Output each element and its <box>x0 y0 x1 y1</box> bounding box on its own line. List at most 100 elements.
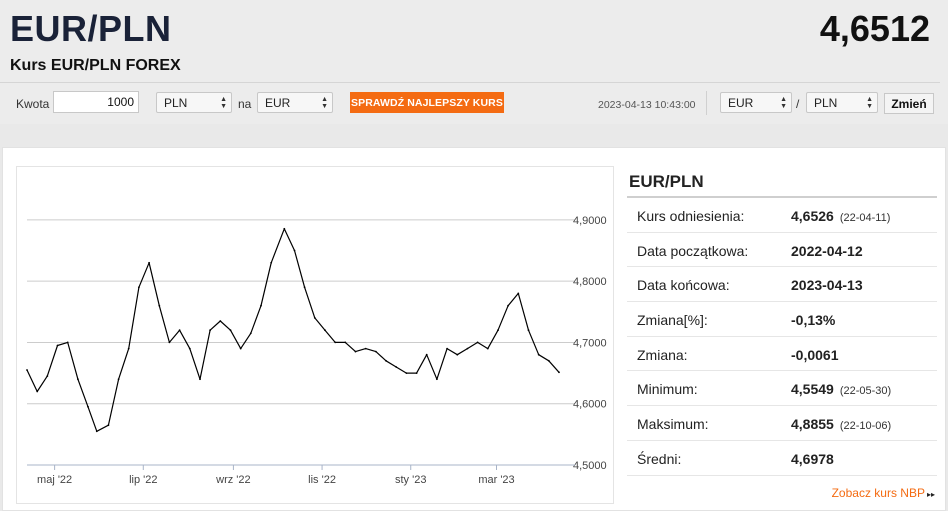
x-tick-label: sty '23 <box>395 474 426 486</box>
data-point <box>36 390 39 393</box>
select-arrows-icon: ▲ ▼ <box>780 96 787 110</box>
rate-chart: 4,9000 4,8000 4,7000 4,6000 4,5000 maj '22 lip… <box>26 215 607 486</box>
stats-title: EUR/PLN <box>627 166 937 198</box>
data-point <box>117 378 120 381</box>
data-point <box>77 378 79 381</box>
data-point <box>527 329 530 332</box>
stat-value: 4,6526 (22-04-11) <box>791 208 890 224</box>
x-tick-label: wrz '22 <box>215 474 251 486</box>
best-rate-button[interactable]: SPRAWDŹ NAJLEPSZY KURS <box>350 92 504 113</box>
y-tick-label: 4,6000 <box>573 399 607 411</box>
stat-value-text: 4,8855 <box>791 416 834 433</box>
x-tick-label: lip '22 <box>129 474 157 486</box>
data-point <box>375 350 377 353</box>
stat-row: Średni: 4,6978 <box>627 441 937 476</box>
stat-value-text: -0,13% <box>791 312 836 329</box>
from-currency-value: PLN <box>164 96 188 110</box>
data-point <box>229 329 232 332</box>
data-point <box>127 347 130 350</box>
data-point <box>239 347 242 350</box>
data-point <box>446 347 448 350</box>
from-currency-select[interactable]: PLN ▲ ▼ <box>156 92 232 113</box>
data-point <box>283 227 286 230</box>
data-point <box>354 350 357 353</box>
data-point <box>517 292 520 295</box>
stat-value: -0,13% <box>791 312 835 328</box>
x-tick-label: lis '22 <box>308 474 336 486</box>
page-title: EUR/PLN <box>10 8 172 49</box>
data-point <box>425 353 428 356</box>
stat-row: Zmiana: -0,0061 <box>627 337 937 372</box>
data-point <box>148 261 151 264</box>
stat-row: Minimum: 4,5549 (22-05-30) <box>627 371 937 407</box>
data-point <box>188 347 191 350</box>
select-arrows-icon: ▲ ▼ <box>866 96 873 110</box>
to-currency-select[interactable]: EUR ▲ ▼ <box>257 92 333 113</box>
data-point <box>507 304 509 307</box>
data-point <box>107 424 110 427</box>
stat-row: Data początkowa: 2022-04-12 <box>627 233 937 268</box>
stat-value-text: 4,6526 <box>791 208 834 224</box>
stat-row: Kurs odniesienia: 4,6526 (22-04-11) <box>627 198 937 233</box>
data-point <box>486 347 489 350</box>
data-point <box>303 286 306 289</box>
data-point <box>270 261 273 264</box>
data-point <box>334 341 337 344</box>
select-arrows-icon: ▲ ▼ <box>321 96 328 110</box>
divider <box>0 82 940 83</box>
data-point <box>436 378 438 381</box>
data-point <box>199 378 201 381</box>
amount-label: Kwota <box>16 97 50 111</box>
data-point <box>219 320 222 322</box>
y-tick-label: 4,5000 <box>573 460 607 472</box>
data-point <box>46 375 49 377</box>
double-arrow-icon: ▸▸ <box>926 490 935 499</box>
stat-row: Maksimum: 4,8855 (22-10-06) <box>627 406 937 441</box>
stat-value-text: -0,0061 <box>791 346 839 363</box>
pair-separator: / <box>796 97 800 111</box>
data-point <box>324 329 326 332</box>
x-tick-label: mar '23 <box>478 474 514 486</box>
stat-date: (22-05-30) <box>839 385 892 398</box>
pair-base-select[interactable]: EUR ▲ ▼ <box>720 92 792 113</box>
data-point <box>476 341 479 344</box>
stat-row: Data końcowa: 2023-04-13 <box>627 267 937 303</box>
data-point <box>395 366 398 368</box>
stat-value-text: 4,6978 <box>791 450 834 467</box>
stat-label: Średni: <box>637 450 682 467</box>
nbp-rate-link[interactable]: Zobacz kurs NBP ▸▸ <box>832 486 935 500</box>
data-point <box>249 332 252 335</box>
chart-container: 4,9000 4,8000 4,7000 4,6000 4,5000 maj '22 lip… <box>16 166 614 504</box>
data-point <box>364 347 367 350</box>
data-point <box>26 369 28 371</box>
data-point <box>293 249 296 252</box>
stat-row: Zmiana[%]: -0,13% <box>627 302 937 337</box>
converter-toolbar: Kwota PLN ▲▼ na EUR ▲▼ SPRAWDŹ NAJLEPSZY… <box>0 88 948 118</box>
data-point <box>56 344 59 347</box>
stat-value: 4,8855 (22-10-06) <box>791 416 891 432</box>
stat-value: -0,0061 <box>791 347 838 363</box>
series-line <box>26 228 560 432</box>
data-point <box>547 359 550 362</box>
stat-label: Zmiana: <box>637 346 688 363</box>
stat-date: (22-10-06) <box>839 420 892 433</box>
data-point <box>415 372 418 374</box>
pair-quote-select[interactable]: PLN ▲ ▼ <box>806 92 878 113</box>
stats-panel: EUR/PLN Kurs odniesienia: 4,6526 (22-04-11… <box>627 166 937 476</box>
data-point <box>138 286 140 289</box>
data-point <box>466 347 469 350</box>
x-tick-label: maj '22 <box>37 474 72 486</box>
stat-label: Maksimum: <box>637 416 709 433</box>
quote-timestamp: 2023-04-13 10:43:00 <box>598 99 696 111</box>
change-pair-button[interactable]: Zmień <box>884 93 934 114</box>
y-tick-label: 4,7000 <box>573 337 607 349</box>
data-point <box>66 341 69 344</box>
select-arrows-icon: ▲ ▼ <box>220 96 227 110</box>
current-rate: 4,6512 <box>819 8 930 49</box>
data-point <box>313 317 316 319</box>
stat-value-text: 2023-04-13 <box>791 277 863 294</box>
data-point <box>209 329 212 332</box>
data-point <box>168 341 171 344</box>
data-point <box>497 329 499 332</box>
amount-input[interactable] <box>53 91 139 113</box>
